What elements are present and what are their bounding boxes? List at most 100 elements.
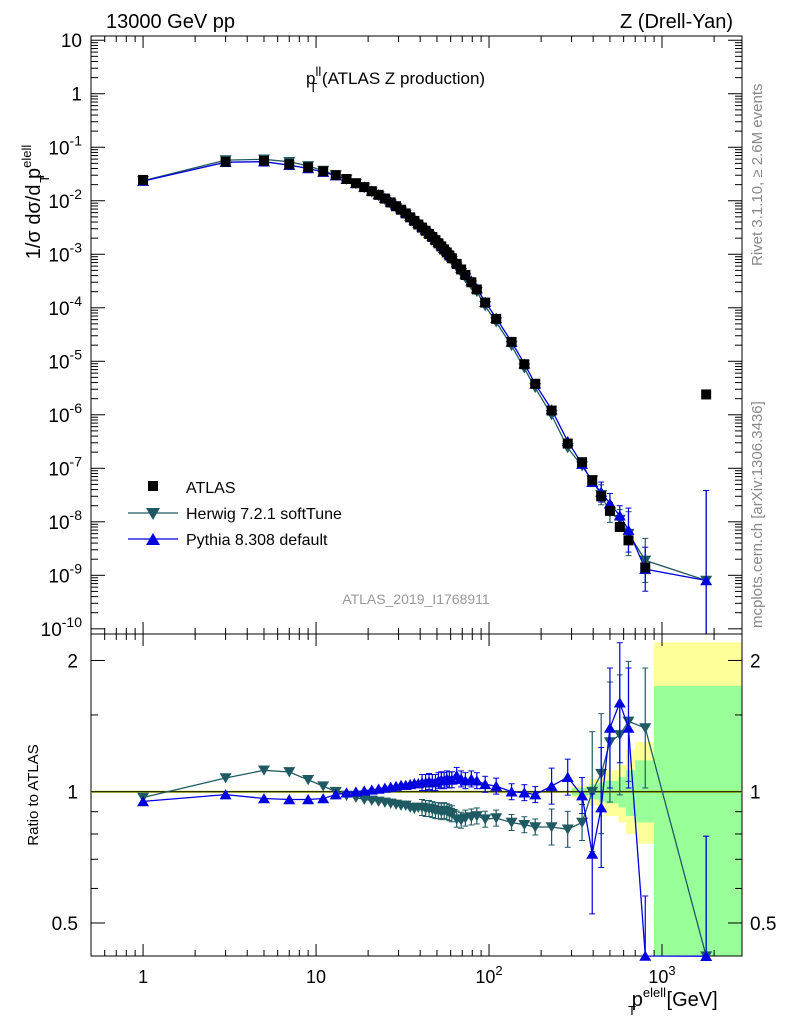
main-axis-ticks <box>90 36 742 634</box>
herwig-ratio-point <box>257 765 270 776</box>
legend: ATLAS Herwig 7.2.1 softTune Pythia 8.308… <box>128 480 342 549</box>
main-title: pll T (ATLAS Z production) <box>306 64 485 95</box>
y-tick-label: 10-8 <box>48 507 82 534</box>
y-tick-label: 10-9 <box>48 560 82 587</box>
x-tick-labels: 1 10 102 103 <box>138 963 676 987</box>
atlas-point <box>341 174 352 185</box>
herwig-ratio-point <box>545 822 558 833</box>
atlas-point <box>330 170 341 181</box>
pythia-ratio-line <box>143 700 707 957</box>
pythia-point <box>603 498 616 509</box>
main-data-marks <box>137 154 713 635</box>
atlas-point <box>506 336 517 347</box>
atlas-point <box>451 258 462 269</box>
atlas-point <box>546 405 557 416</box>
y-tick-label: 10-3 <box>48 239 82 266</box>
analysis-id: ATLAS_2019_I1768911 <box>342 591 490 607</box>
herwig-ratio-point <box>529 822 542 833</box>
atlas-point <box>562 438 573 449</box>
legend-marker-atlas <box>148 481 158 491</box>
pythia-ratio-point <box>586 848 599 859</box>
herwig-ratio-point <box>219 773 232 784</box>
pythia-point <box>700 575 713 586</box>
ratio-y-tick-label-right: 2 <box>750 651 761 672</box>
x-tick-label: 1 <box>138 967 148 987</box>
ratio-uncertainty-band <box>571 642 742 957</box>
legend-label-atlas: ATLAS <box>186 480 236 497</box>
ratio-y-tick-labels: 0.5 0.5 1 1 2 2 <box>52 651 777 935</box>
pythia-ratio-point <box>317 793 330 804</box>
legend-label-herwig: Herwig 7.2.1 softTune <box>186 506 342 523</box>
header-left: 13000 GeV pp <box>106 11 235 33</box>
atlas-point <box>640 562 651 573</box>
atlas-point <box>220 156 231 167</box>
atlas-point <box>359 182 370 193</box>
pythia-ratio-point <box>561 771 574 782</box>
herwig-ratio-point <box>505 817 518 828</box>
atlas-point <box>366 186 377 197</box>
pythia-ratio-point <box>257 793 270 804</box>
x-tick-label: 103 <box>648 963 675 987</box>
pythia-ratio-point <box>603 722 616 733</box>
atlas-point <box>303 162 314 173</box>
atlas-point <box>491 313 502 324</box>
atlas-point <box>471 284 482 295</box>
atlas-point <box>596 491 607 502</box>
pythia-ratio-point <box>529 789 542 800</box>
legend-marker-herwig <box>146 508 160 520</box>
atlas-point <box>258 155 269 166</box>
atlas-point <box>460 269 471 280</box>
ratio-panel: 0.5 0.5 1 1 2 2 1 10 102 103 Ratio to ATLAS pele… <box>25 633 777 1018</box>
atlas-point <box>604 505 615 516</box>
herwig-ratio-point <box>561 824 574 835</box>
pythia-ratio-point <box>518 787 531 798</box>
y-tick-label: 10-7 <box>48 453 82 480</box>
y-tick-label: 10-6 <box>48 400 82 427</box>
herwig-ratio-point <box>317 781 330 792</box>
pythia-ratio-point <box>137 796 150 807</box>
y-tick-label: 10-2 <box>48 186 82 213</box>
header-right: Z (Drell-Yan) <box>620 11 733 33</box>
main-panel: 10-10 10-9 10-8 10-7 10-6 10-5 10-4 10-3 10-2 10-… <box>19 31 743 641</box>
atlas-point <box>456 264 467 275</box>
band-inner <box>654 685 742 957</box>
main-y-label: 1/σ dσ/d pelellT <box>19 145 52 260</box>
atlas-point <box>614 521 625 532</box>
atlas-point <box>530 378 541 389</box>
pythia-ratio-point <box>283 794 296 805</box>
pythia-ratio-point <box>700 950 713 961</box>
herwig-ratio-point <box>586 786 599 798</box>
x-tick-label: 10 <box>306 967 326 987</box>
herwig-ratio-point <box>518 819 531 831</box>
x-tick-label: 102 <box>475 963 502 987</box>
y-tick-label: 1 <box>71 85 82 106</box>
mcplots-label: mcplots.cern.ch [arXiv:1306.3436] <box>749 401 766 628</box>
atlas-point <box>318 166 329 177</box>
rivet-label: Rivet 3.1.10, ≥ 2.6M events <box>749 84 766 267</box>
pythia-point <box>613 510 626 521</box>
pythia-ratio-point <box>613 697 626 708</box>
atlas-point <box>577 457 588 468</box>
herwig-ratio-point <box>639 723 652 734</box>
atlas-point <box>379 193 390 204</box>
pythia-ratio-point <box>340 787 353 798</box>
atlas-point <box>466 277 477 288</box>
atlas-point <box>373 189 384 200</box>
pythia-ratio-point <box>219 789 232 800</box>
pythia-ratio-point <box>329 789 342 800</box>
y-tick-label: 10-1 <box>48 132 82 159</box>
ratio-y-tick-label: 0.5 <box>52 914 78 935</box>
ratio-frame <box>90 633 743 957</box>
pythia-ratio-point <box>545 780 558 791</box>
atlas-point <box>701 389 712 400</box>
pythia-ratio-point <box>576 790 589 801</box>
atlas-point <box>480 297 491 308</box>
y-tick-label: 10 <box>61 31 82 52</box>
atlas-point <box>391 201 402 212</box>
herwig-ratio-point <box>479 814 492 825</box>
herwig-ratio-line <box>142 720 707 957</box>
y-tick-label: 10-5 <box>48 346 82 373</box>
atlas-point <box>519 359 530 370</box>
pythia-ratio-point <box>505 786 518 797</box>
